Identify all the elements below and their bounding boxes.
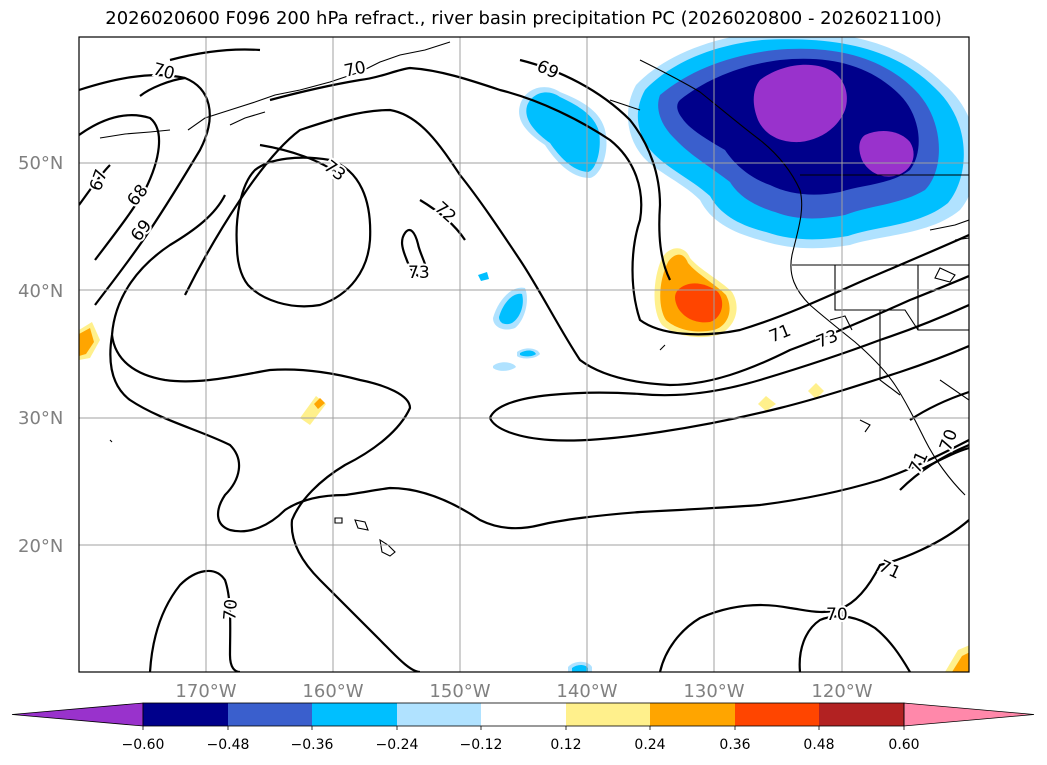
colorbar-tick-label: 0.60 (888, 737, 919, 753)
coastlines (99, 41, 969, 557)
lon-label: 130°W (683, 681, 744, 702)
colorbar-extend-left (11, 702, 144, 727)
lon-label: 150°W (429, 681, 490, 702)
refractivity-contours (79, 48, 969, 672)
lon-label: 170°W (175, 681, 236, 702)
colorbar-bin (481, 703, 566, 726)
map-title: 2026020600 F096 200 hPa refract., river … (105, 8, 942, 29)
shaded-negative-small (478, 272, 592, 672)
colorbar-bin (312, 703, 397, 726)
shaded-negative-gulf (519, 87, 607, 178)
colorbar-tick-label: 0.48 (803, 737, 834, 753)
colorbar-ticks (142, 726, 905, 730)
colorbar-tick-label: −0.12 (460, 737, 503, 753)
colorbar-tick-label: −0.48 (207, 737, 250, 753)
gridlines (79, 37, 969, 672)
shaded-negative-pnw (628, 37, 969, 249)
colorbar-bin (397, 703, 481, 726)
colorbar-bin (819, 703, 904, 726)
colorbar-frame (142, 702, 905, 727)
lat-label: 30°N (18, 408, 63, 429)
colorbar: −0.60 −0.48 −0.36 −0.24 −0.12 0.12 0.24 … (11, 702, 1035, 753)
colorbar-bin (228, 703, 312, 726)
lon-label: 140°W (556, 681, 617, 702)
colorbar-bin (566, 703, 650, 726)
lon-label: 160°W (302, 681, 363, 702)
contour-label: 70 (826, 605, 848, 625)
colorbar-tick-label: 0.12 (550, 737, 581, 753)
colorbar-extend-right (903, 702, 1035, 727)
shaded-positive-cal (79, 248, 969, 672)
colorbar-tick-label: −0.60 (122, 737, 165, 753)
lat-label: 40°N (18, 281, 63, 302)
plot-frame (78, 36, 970, 673)
colorbar-tick-label: −0.24 (376, 737, 419, 753)
lat-label: 50°N (18, 153, 63, 174)
lat-axis: 50°N 40°N 30°N 20°N (18, 153, 63, 557)
lat-label: 20°N (18, 536, 63, 557)
contour-label: 70 (220, 598, 242, 621)
colorbar-tick-label: 0.24 (634, 737, 665, 753)
contour-label: 73 (408, 263, 430, 283)
colorbar-tick-label: 0.36 (719, 737, 750, 753)
lon-label: 120°W (811, 681, 872, 702)
lon-axis: 170°W 160°W 150°W 140°W 130°W 120°W (175, 681, 872, 702)
colorbar-bin (650, 703, 735, 726)
colorbar-bin (143, 703, 228, 726)
colorbar-bin (735, 703, 819, 726)
colorbar-tick-label: −0.36 (291, 737, 334, 753)
